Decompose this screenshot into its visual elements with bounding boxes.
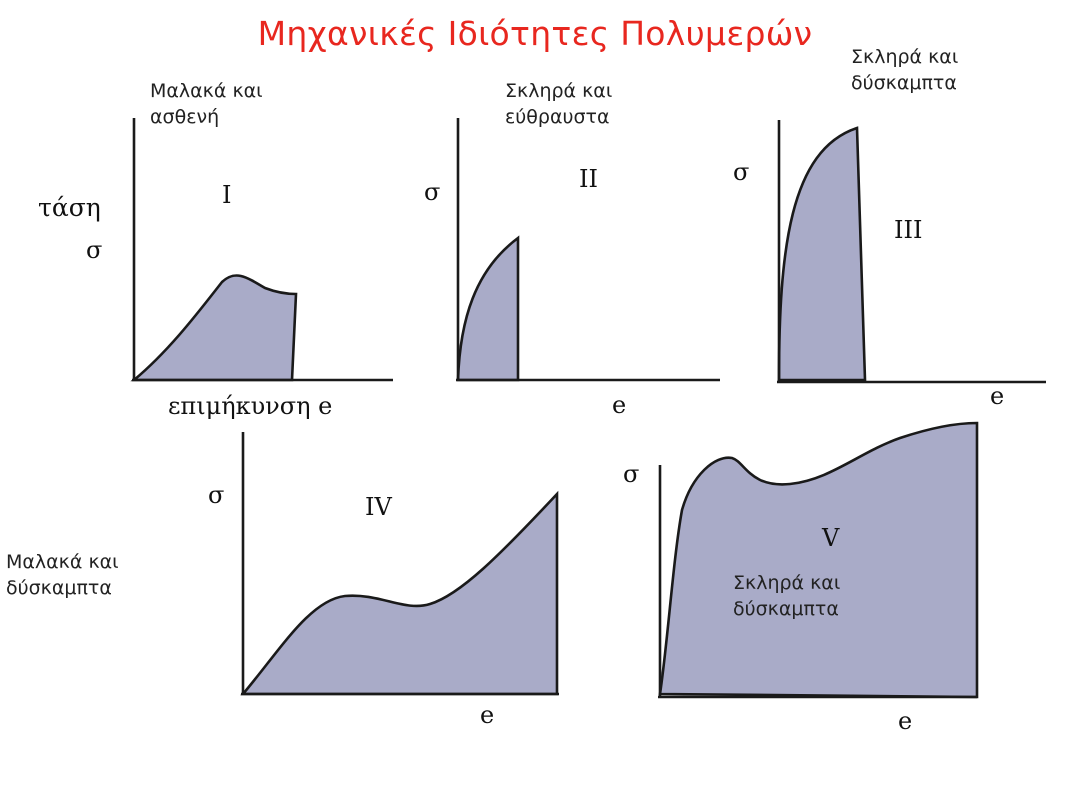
- numeral-II: II: [579, 165, 598, 193]
- panel-III: [777, 120, 1046, 384]
- stress-label: τάση: [38, 193, 101, 222]
- x-label-I: επιμήκυνση e: [168, 392, 333, 420]
- curve-II: [456, 235, 520, 382]
- numeral-I: I: [222, 181, 232, 209]
- sigma-label-III: σ: [733, 158, 750, 186]
- numeral-IV: IV: [365, 493, 392, 521]
- numeral-V: V: [822, 524, 840, 552]
- note-hard-stiff-inner: Σκληρά και δύσκαμπτα: [733, 572, 841, 620]
- panel-II: [456, 118, 720, 382]
- numeral-III: III: [894, 216, 923, 244]
- note-soft-weak: Μαλακά και ασθενή: [150, 80, 263, 128]
- x-label-V: e: [898, 707, 913, 735]
- sigma-label-V: σ: [623, 460, 640, 488]
- x-label-II: e: [612, 391, 627, 419]
- note-hard-brittle: Σκληρά και εύθραυστα: [505, 80, 613, 128]
- sigma-label-IV: σ: [208, 481, 225, 509]
- x-label-III: e: [990, 382, 1005, 410]
- sigma-label-I: σ: [86, 236, 103, 264]
- page-title: Μηχανικές Ιδιότητες Πολυμερών: [257, 14, 813, 53]
- curve-IV: [240, 490, 559, 696]
- panel-IV: [240, 432, 559, 696]
- note-soft-stiff: Μαλακά και δύσκαμπτα: [6, 551, 119, 599]
- curve-V: [658, 421, 979, 699]
- curve-I: [130, 274, 298, 382]
- curve-III: [777, 126, 867, 382]
- panel-I: [130, 118, 393, 382]
- note-hard-stiff-top: Σκληρά και δύσκαμπτα: [851, 46, 959, 94]
- x-label-IV: e: [480, 701, 495, 729]
- panel-V: [658, 421, 979, 699]
- sigma-label-II: σ: [424, 178, 441, 206]
